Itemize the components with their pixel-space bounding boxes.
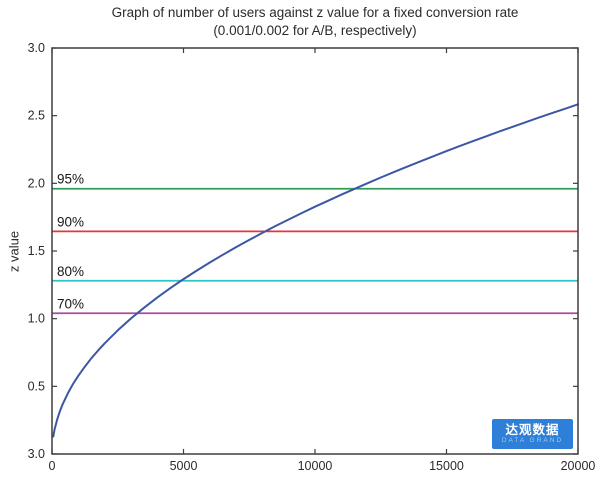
x-tick-label: 0 [49,459,56,473]
x-tick-label: 20000 [561,459,596,473]
data-curve [52,103,579,438]
x-tick-label: 15000 [429,459,464,473]
watermark-brand-subtext: DATA GRAND [501,437,564,444]
y-tick-label: 2.5 [28,109,45,123]
threshold-label-95%: 95% [57,172,84,187]
y-tick-label: 1.5 [28,244,45,258]
y-tick-label: 3.0 [28,447,45,461]
x-tick-label: 5000 [170,459,198,473]
y-tick-label: 0.5 [28,379,45,393]
threshold-label-70%: 70% [57,296,84,311]
y-tick-label: 2.0 [28,176,45,190]
x-tick-label: 10000 [298,459,333,473]
title-block: Graph of number of users against z value… [52,4,578,40]
y-tick-label: 3.0 [28,41,45,55]
y-axis-label: z value [6,230,22,273]
watermark-badge: 达观数据 DATA GRAND [492,419,573,449]
threshold-label-90%: 90% [57,214,84,229]
watermark-brand-text: 达观数据 [505,422,560,437]
y-tick-label: 1.0 [28,312,45,326]
chart-subtitle: (0.001/0.002 for A/B, respectively) [213,23,417,38]
chart-title: Graph of number of users against z value… [111,5,519,20]
threshold-label-80%: 80% [57,264,84,279]
axes-box [51,47,579,455]
